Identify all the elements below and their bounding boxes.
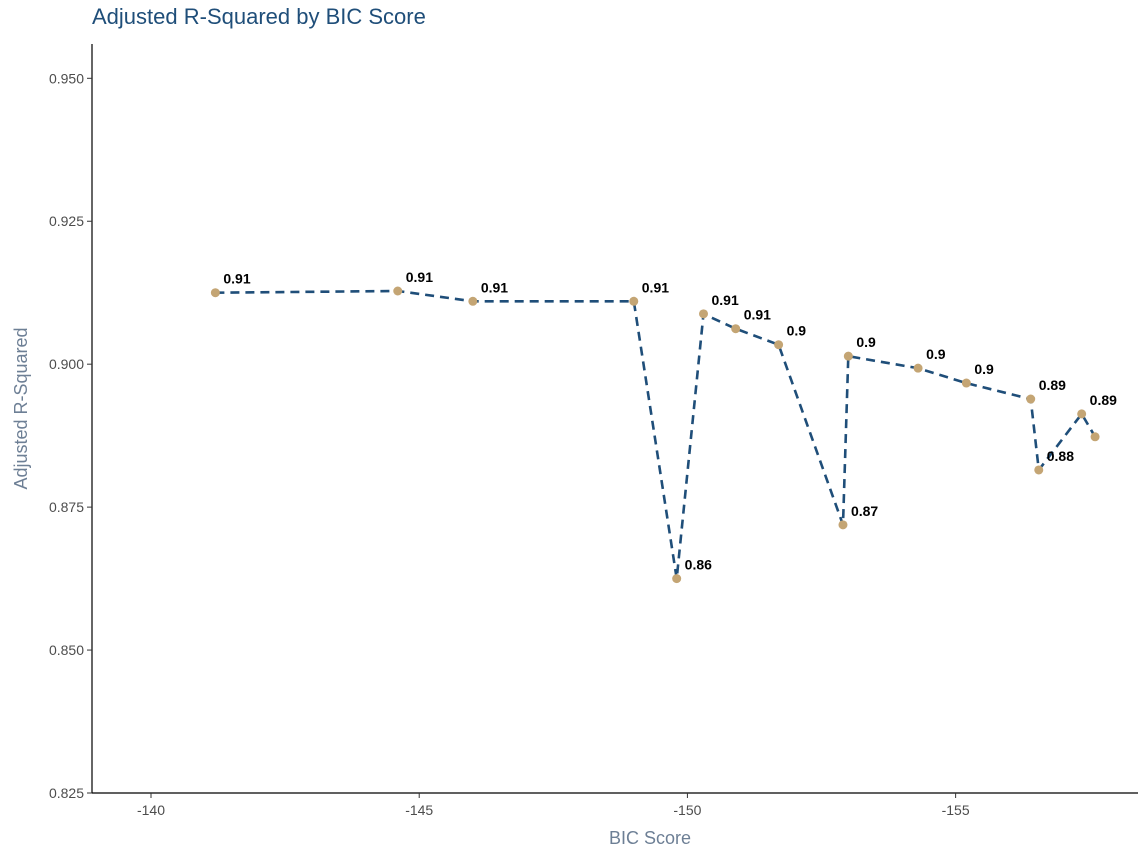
data-point [913, 363, 923, 373]
x-tick-label: -155 [942, 802, 970, 818]
data-label: 0.91 [744, 307, 771, 323]
x-tick-label: -140 [137, 802, 165, 818]
data-point [393, 286, 403, 296]
data-point [672, 574, 682, 584]
data-point [699, 309, 709, 319]
data-point [731, 324, 741, 334]
data-label: 0.91 [481, 279, 508, 295]
data-point [210, 288, 220, 298]
data-point [843, 351, 853, 361]
data-label: 0.89 [1090, 392, 1117, 408]
data-label: 0.9 [926, 346, 946, 362]
data-label: 0.9 [974, 361, 994, 377]
data-label: 0.87 [851, 503, 878, 519]
y-axis-title: Adjusted R-Squared [11, 327, 31, 489]
data-point [1077, 409, 1087, 419]
data-label: 0.9 [787, 323, 807, 339]
data-point [1090, 432, 1100, 442]
x-axis-title: BIC Score [609, 828, 691, 848]
y-tick-label: 0.925 [49, 213, 84, 229]
data-label: 0.9 [856, 334, 876, 350]
y-tick-label: 0.850 [49, 642, 84, 658]
data-label: 0.88 [1047, 448, 1074, 464]
data-point [838, 520, 848, 530]
data-point [774, 340, 784, 350]
data-point [1026, 394, 1036, 404]
y-tick-label: 0.950 [49, 70, 84, 86]
x-tick-label: -150 [673, 802, 701, 818]
data-point [468, 296, 478, 306]
y-tick-label: 0.825 [49, 785, 84, 801]
data-point [1034, 465, 1044, 475]
data-label: 0.89 [1039, 377, 1066, 393]
data-point [961, 378, 971, 388]
data-label: 0.91 [406, 269, 433, 285]
data-label: 0.86 [685, 557, 712, 573]
series-line [215, 289, 1097, 579]
data-point [629, 296, 639, 306]
data-label: 0.91 [642, 279, 669, 295]
y-tick-label: 0.900 [49, 356, 84, 372]
y-tick-label: 0.875 [49, 499, 84, 515]
data-label: 0.91 [223, 271, 250, 287]
data-label: 0.91 [712, 292, 739, 308]
chart-title: Adjusted R-Squared by BIC Score [92, 4, 426, 29]
x-tick-label: -145 [405, 802, 433, 818]
